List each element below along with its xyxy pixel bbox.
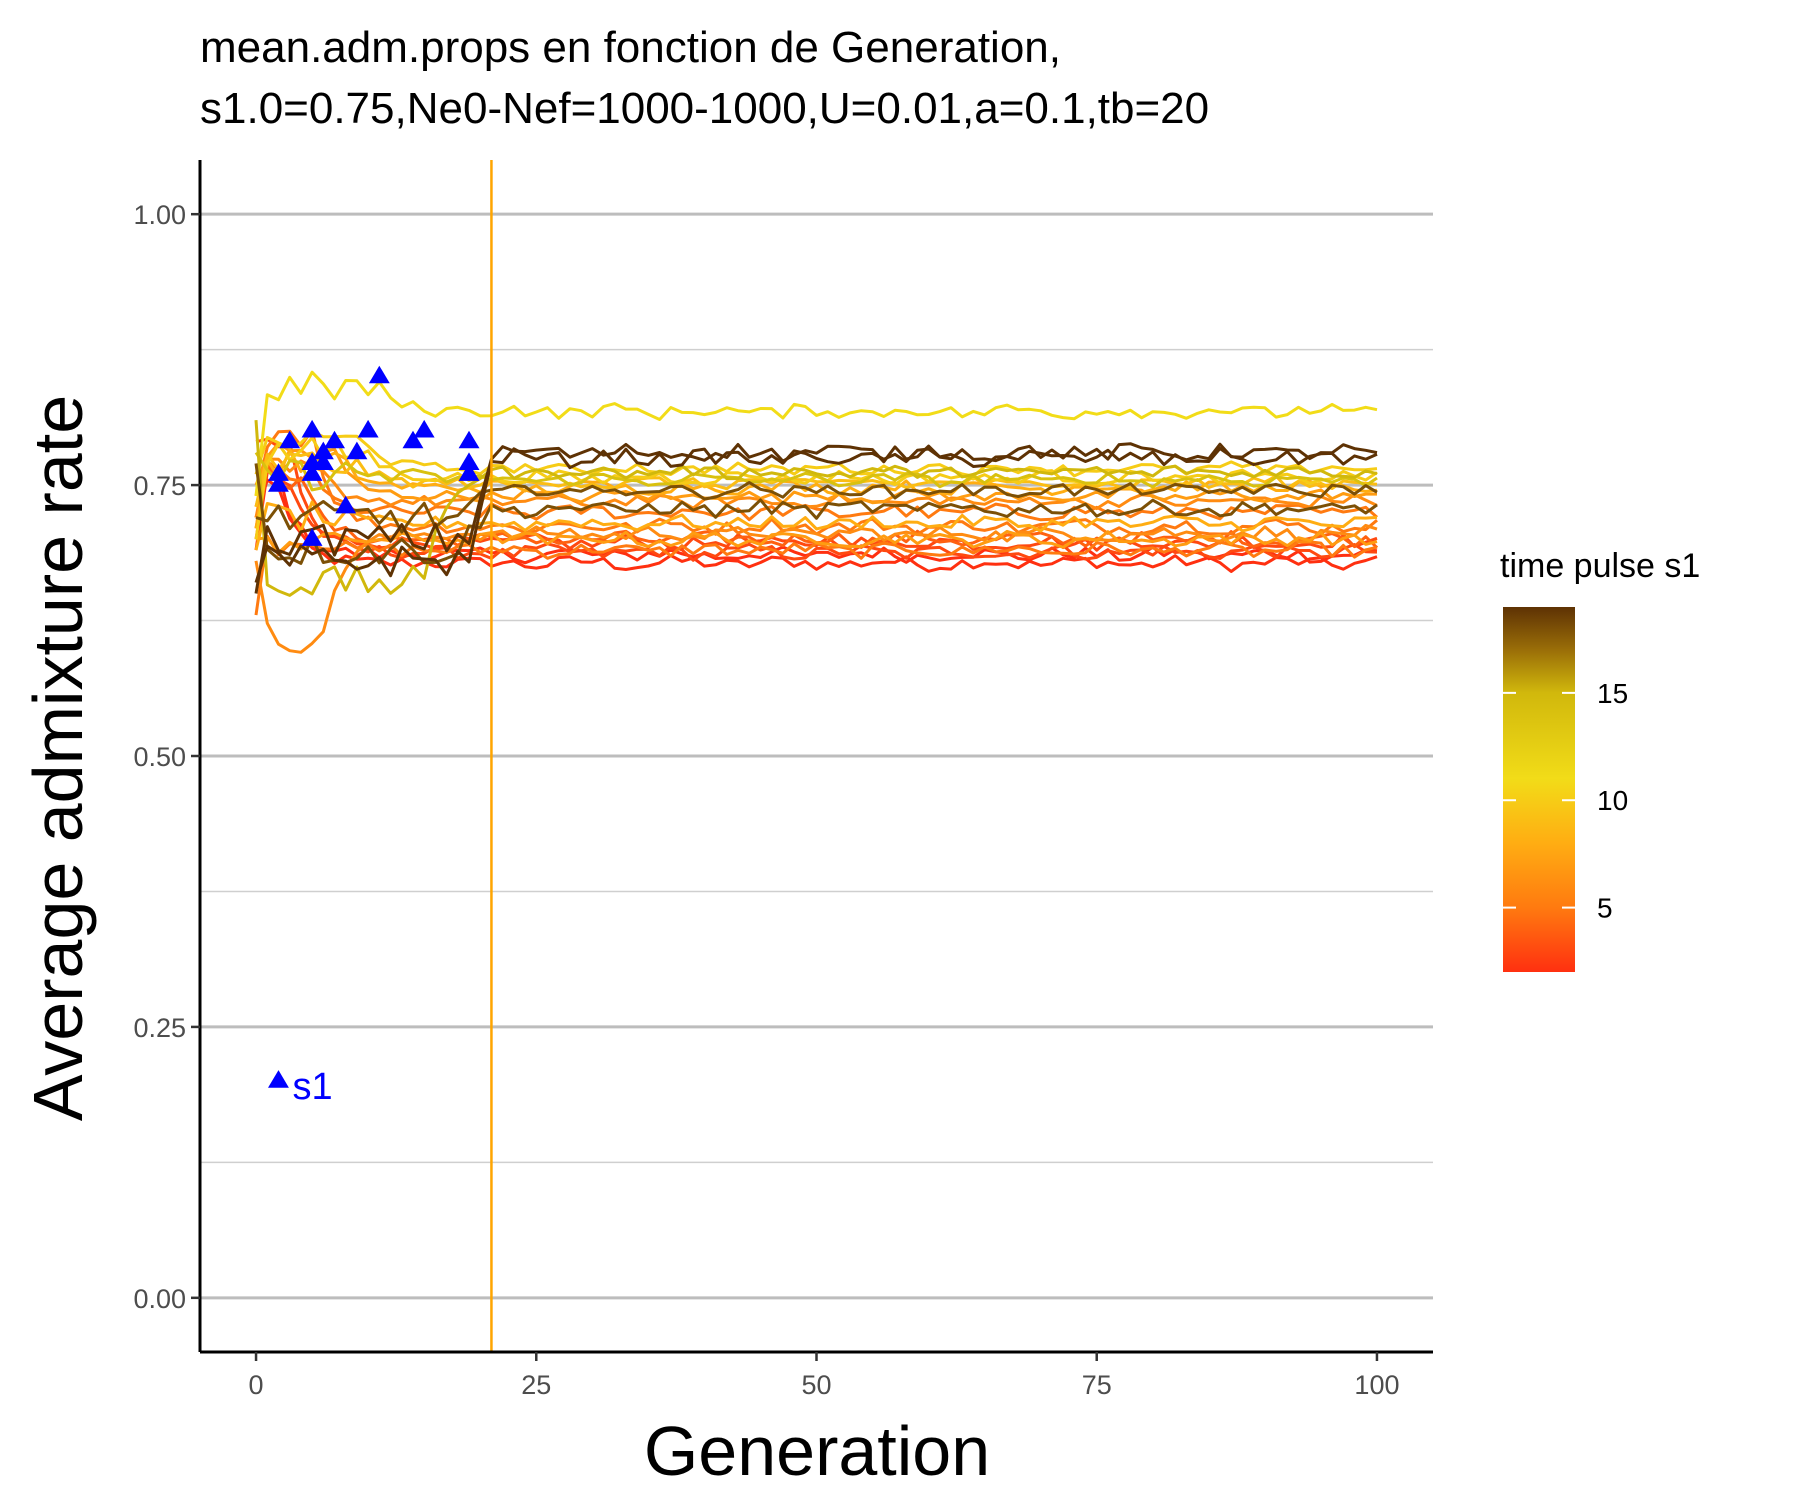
colorbar-tick-label: 15 <box>1597 678 1628 709</box>
series-line-pulse-9 <box>254 451 1378 508</box>
pulse-marker <box>413 419 435 438</box>
series-line-pulse-8 <box>254 500 1378 551</box>
pulse-marker <box>268 463 289 481</box>
colorbar-legend: time pulse s1 5 10 15 <box>1500 547 1700 972</box>
series-line-pulse-19 <box>254 442 1378 594</box>
colorbar-tick-label: 10 <box>1597 785 1628 816</box>
series-line-pulse-8 <box>254 448 1378 529</box>
series-line-pulse-6 <box>254 523 1378 654</box>
annotation: s1 <box>268 1066 333 1108</box>
y-tick-label: 0.75 <box>133 471 186 501</box>
colorbar-ticks: 5 10 15 <box>1503 678 1628 924</box>
pulse-marker <box>279 430 301 449</box>
x-axis-title: Generation <box>644 1412 990 1490</box>
pulse-marker <box>458 452 480 470</box>
pulse-marker <box>301 528 323 546</box>
series-line-pulse-14 <box>254 451 1378 492</box>
chart-title-line-1: mean.adm.props en fonction de Generation… <box>200 23 1061 72</box>
pulse-marker <box>368 365 390 384</box>
colorbar <box>1503 607 1575 972</box>
series-lines <box>254 370 1379 654</box>
series-line-pulse-18 <box>254 463 1378 565</box>
axes: 0.00 0.25 0.50 0.75 1.00 0 25 50 75 100 <box>133 160 1433 1400</box>
pulse-marker <box>268 474 289 492</box>
pulse-marker <box>312 452 334 470</box>
x-tick-label: 0 <box>249 1370 264 1400</box>
pulse-marker <box>312 441 334 460</box>
series-line-pulse-19 <box>254 447 1378 584</box>
series-line-pulse-7 <box>254 441 1377 505</box>
series-line-pulse-3 <box>255 437 1378 562</box>
pulse-markers <box>268 365 480 546</box>
y-axis-title: Average admixture rate <box>19 395 97 1121</box>
pulse-marker <box>301 419 323 438</box>
annotation-label: s1 <box>292 1066 332 1108</box>
pulse-marker <box>458 430 480 449</box>
series-line-pulse-2 <box>254 478 1378 573</box>
colorbar-tick-label: 5 <box>1597 893 1613 924</box>
x-tick-label: 75 <box>1082 1370 1112 1400</box>
pulse-marker <box>357 419 379 438</box>
series-line-pulse-18 <box>255 481 1378 534</box>
pulse-marker <box>324 430 345 449</box>
chart-title-line-2: s1.0=0.75,Ne0-Nef=1000-1000,U=0.01,a=0.1… <box>200 84 1209 133</box>
y-tick-label: 1.00 <box>133 200 186 230</box>
y-tick-label: 0.25 <box>133 1013 186 1043</box>
pulse-marker <box>301 463 323 481</box>
pulse-marker <box>402 430 424 449</box>
pulse-marker <box>458 463 480 481</box>
series-line-pulse-15 <box>254 419 1378 597</box>
x-tick-label: 25 <box>521 1370 551 1400</box>
x-tick-label: 50 <box>801 1370 831 1400</box>
y-tick-label: 0.00 <box>133 1284 186 1314</box>
series-line-pulse-5 <box>254 460 1378 529</box>
x-tick-label: 100 <box>1354 1370 1399 1400</box>
pulse-marker <box>346 441 368 460</box>
grid-lines <box>200 212 1433 1300</box>
series-line-pulse-11 <box>254 370 1378 497</box>
colorbar-title: time pulse s1 <box>1500 547 1700 585</box>
annotation-marker <box>268 1070 289 1088</box>
pulse-marker <box>335 495 357 514</box>
series-line-pulse-6 <box>254 457 1378 518</box>
y-tick-label: 0.50 <box>133 742 186 772</box>
